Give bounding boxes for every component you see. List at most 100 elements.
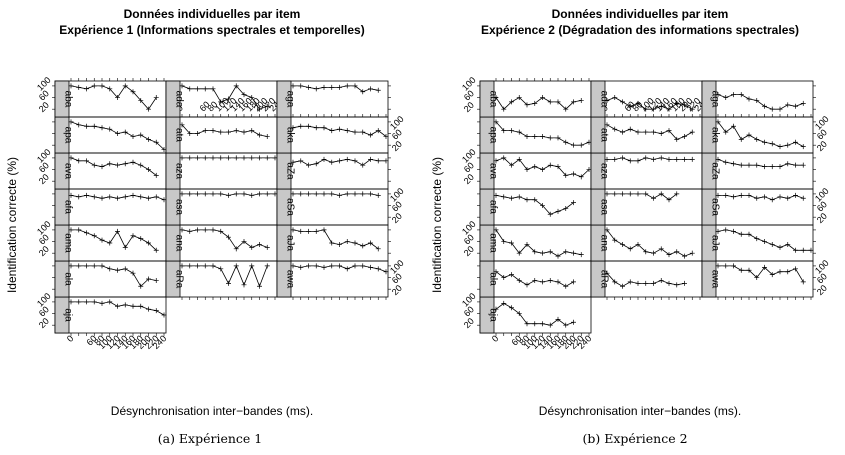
data-point — [762, 139, 767, 145]
data-point — [516, 250, 522, 256]
panel-apa: apa — [477, 116, 592, 154]
panel-label: aka — [285, 127, 296, 144]
data-point — [241, 239, 247, 245]
data-point — [715, 228, 721, 234]
data-point — [532, 100, 538, 106]
data-point — [226, 96, 231, 102]
data-point — [313, 263, 319, 269]
data-point — [187, 131, 193, 137]
data-point — [368, 86, 373, 92]
data-point — [298, 158, 304, 164]
panel-label: ala — [63, 272, 74, 286]
plot-area — [290, 263, 389, 275]
data-point — [187, 228, 193, 234]
panel-afa: afa — [52, 188, 167, 226]
data-point — [76, 299, 82, 305]
data-point — [532, 164, 538, 170]
data-point — [91, 194, 97, 200]
plot-area — [179, 155, 278, 161]
plot-area — [493, 155, 592, 180]
data-point — [738, 267, 744, 273]
data-point — [689, 156, 695, 162]
data-point — [76, 122, 82, 128]
data-point — [571, 319, 576, 325]
data-point — [777, 194, 783, 200]
data-point — [658, 155, 664, 161]
data-point — [321, 227, 327, 233]
data-point — [313, 161, 319, 167]
data-point — [187, 155, 193, 161]
data-point — [658, 246, 664, 252]
data-point — [524, 167, 530, 173]
plot-area — [290, 227, 381, 252]
data-point — [146, 106, 151, 112]
data-point — [643, 249, 649, 255]
data-point — [375, 266, 381, 272]
data-point — [777, 164, 783, 170]
data-point — [620, 283, 625, 289]
data-point — [785, 195, 791, 201]
data-point — [375, 246, 381, 252]
data-point — [540, 279, 545, 285]
data-point — [682, 102, 687, 108]
data-point — [604, 191, 610, 197]
data-point — [643, 191, 649, 197]
data-point — [785, 161, 791, 167]
data-point — [555, 99, 561, 105]
plot-area — [715, 92, 806, 112]
data-point — [620, 99, 625, 105]
data-point — [368, 156, 373, 162]
data-point — [800, 195, 806, 201]
data-point — [298, 123, 304, 129]
data-point — [202, 155, 208, 161]
panel-asa: asa — [165, 188, 278, 226]
data-point — [218, 228, 224, 234]
data-point — [793, 139, 798, 145]
data-point — [682, 253, 687, 259]
data-point — [627, 191, 633, 197]
data-point — [612, 126, 618, 132]
data-point — [202, 86, 208, 92]
panel-aga: aga — [276, 80, 391, 118]
panel-label: asa — [599, 199, 610, 216]
data-point — [91, 263, 97, 269]
data-point — [115, 228, 120, 234]
chart-subtitle: Expérience 1 (Informations spectrales et… — [59, 23, 364, 37]
data-point — [99, 195, 105, 201]
data-point — [627, 279, 633, 285]
data-point — [620, 241, 625, 247]
data-point — [130, 303, 136, 309]
data-point — [612, 279, 618, 285]
plot-area — [493, 95, 584, 112]
data-point — [329, 128, 335, 134]
data-point — [785, 102, 791, 108]
data-point — [731, 123, 736, 129]
data-point — [524, 197, 530, 203]
data-point — [738, 231, 744, 237]
data-point — [501, 239, 507, 245]
data-point — [493, 269, 499, 275]
data-point — [578, 252, 584, 258]
y-tick-label: 100 — [388, 258, 406, 276]
data-point — [375, 192, 381, 198]
data-point — [107, 161, 113, 167]
data-point — [532, 321, 538, 327]
data-point — [153, 247, 159, 253]
plot-area — [68, 192, 167, 203]
data-point — [187, 86, 193, 92]
panel-aJa: aJa — [276, 224, 391, 262]
data-point — [298, 228, 304, 234]
data-point — [329, 263, 335, 269]
data-point — [68, 155, 74, 161]
data-point — [68, 227, 74, 233]
data-point — [179, 191, 185, 197]
data-point — [344, 83, 350, 89]
data-point — [360, 89, 366, 95]
data-point — [146, 276, 151, 282]
data-point — [257, 283, 262, 289]
data-point — [226, 234, 231, 240]
data-point — [257, 241, 262, 247]
data-point — [352, 191, 358, 197]
panel-label: ana — [599, 235, 610, 252]
